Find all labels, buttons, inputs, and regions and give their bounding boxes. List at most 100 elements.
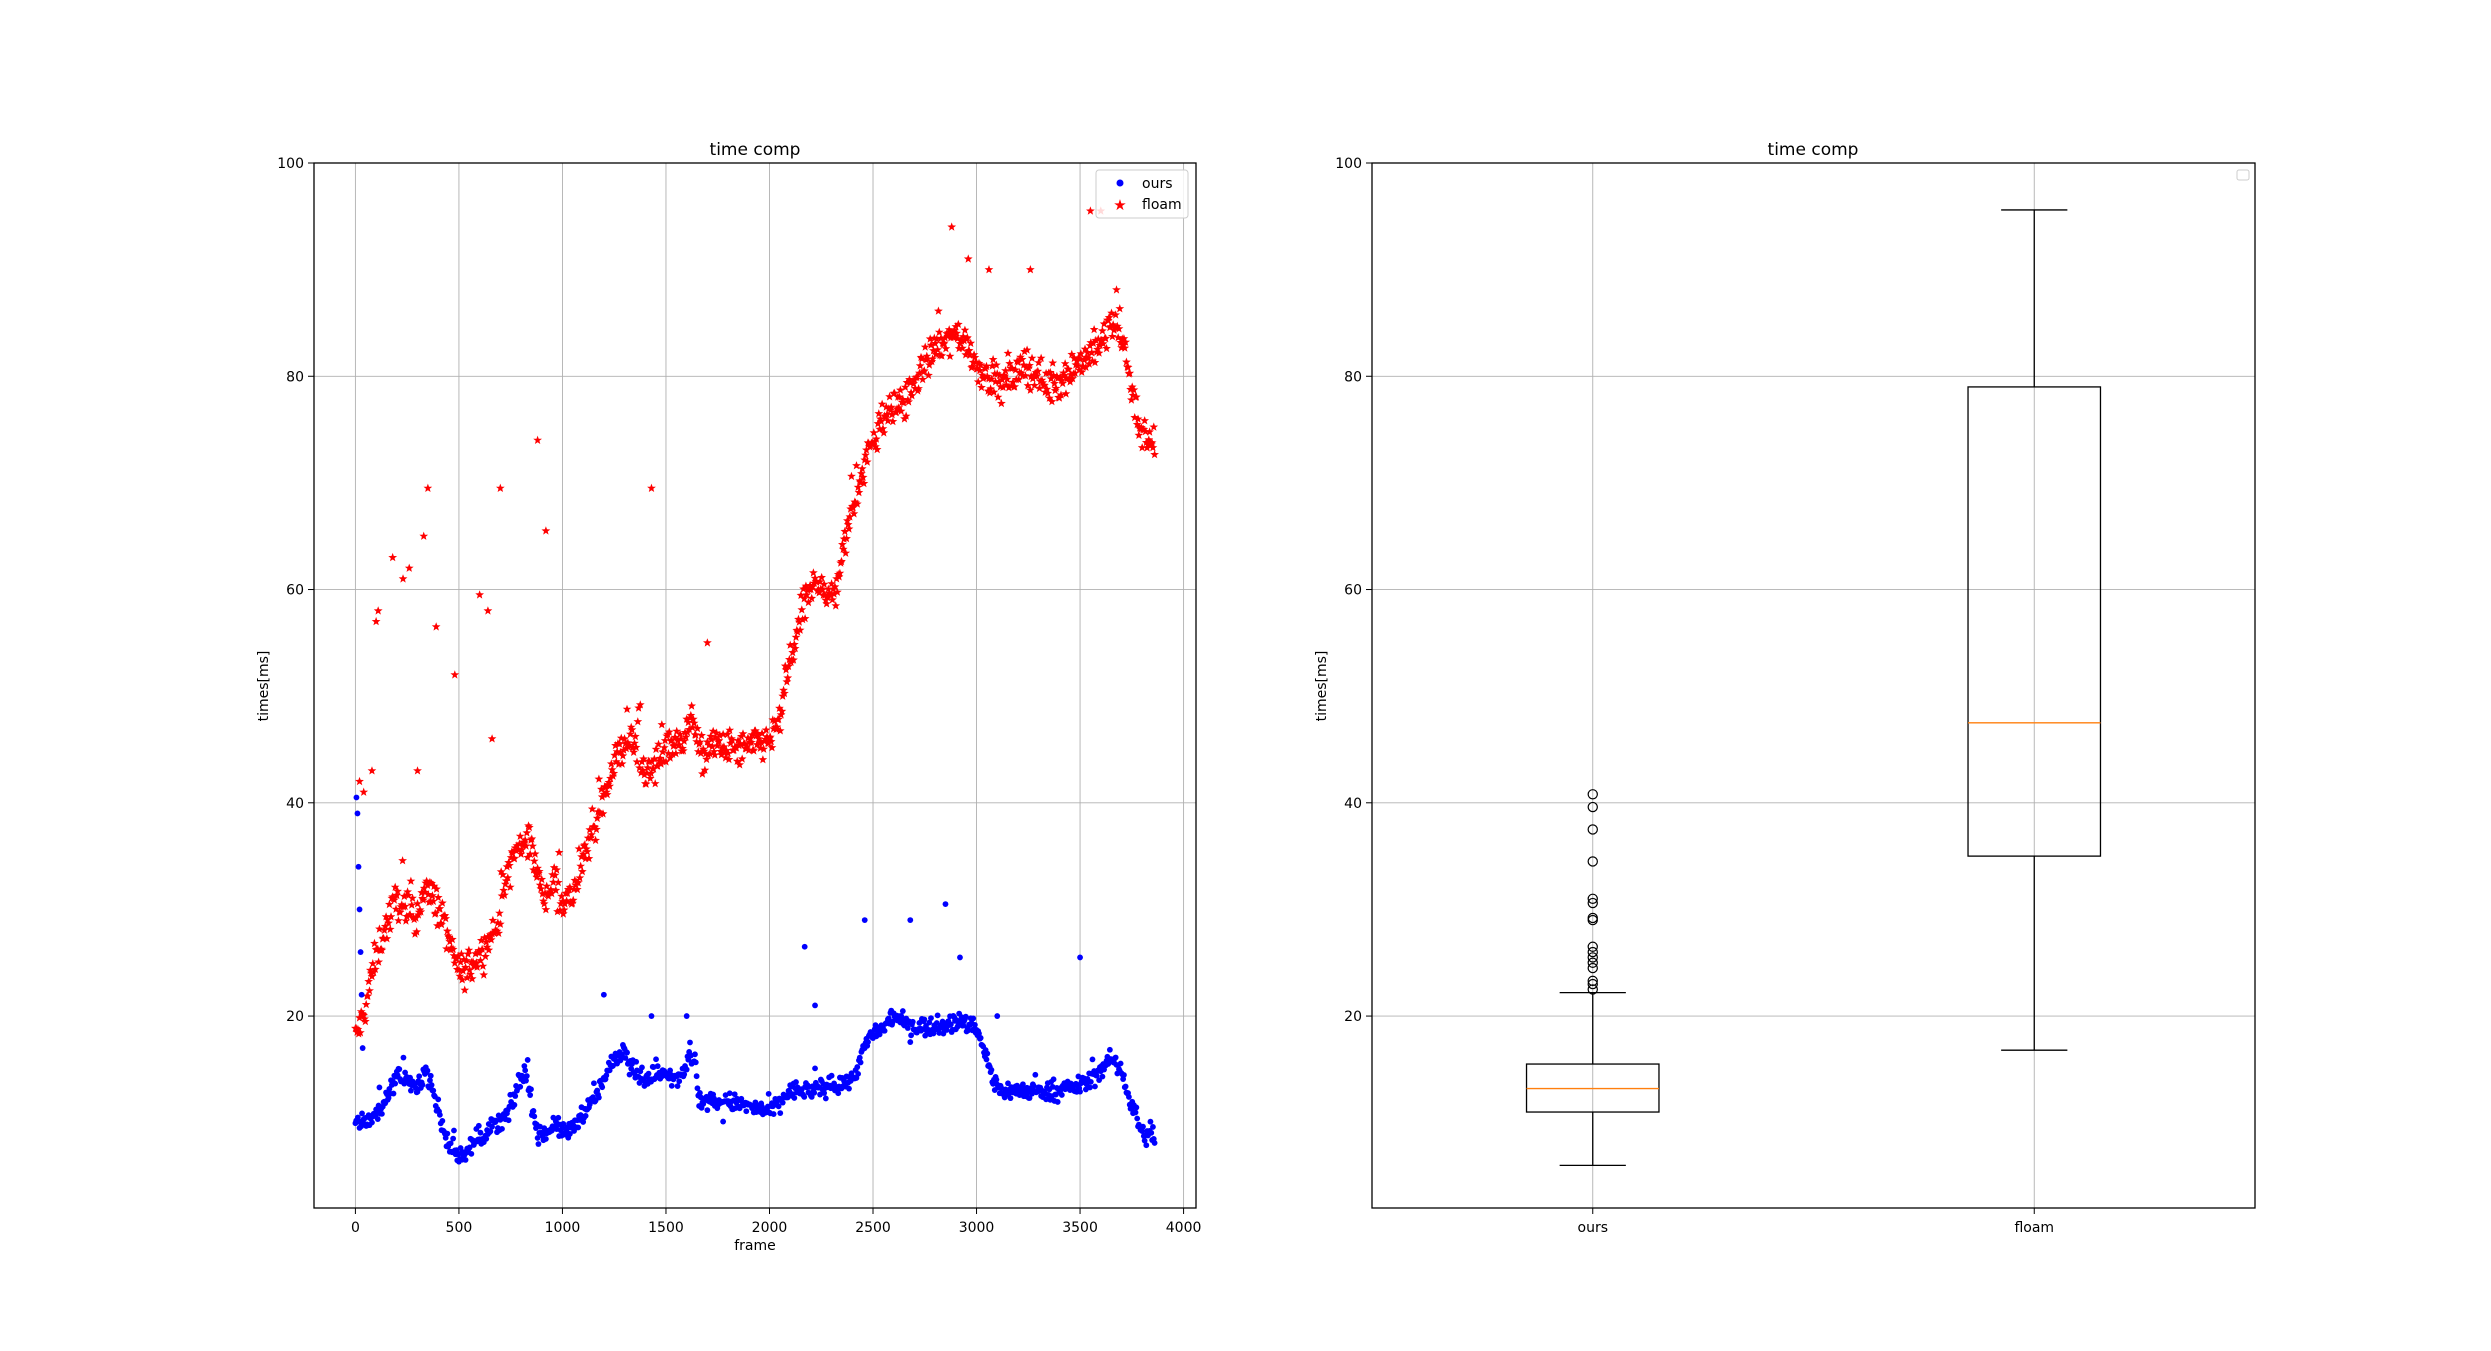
scatter-x-tick-label: 500 [446, 1220, 473, 1236]
floam-point [709, 747, 719, 756]
floam-point [651, 744, 661, 754]
floam-point [420, 887, 430, 897]
floam-point [1008, 377, 1018, 387]
floam-point [997, 398, 1006, 408]
floam-point [673, 736, 682, 745]
floam-point [398, 856, 407, 865]
floam-point [857, 469, 866, 478]
floam-point [529, 865, 538, 874]
scatter-marks [351, 206, 1159, 1165]
ours-point [692, 1051, 698, 1058]
floam-point [476, 956, 485, 965]
ours-point [390, 1090, 397, 1097]
floam-point [431, 908, 441, 917]
floam-point [1088, 338, 1098, 347]
floam-point [605, 781, 614, 790]
floam-point [510, 854, 519, 863]
floam-point [737, 754, 747, 763]
floam-point [355, 1013, 364, 1022]
floam-point [441, 914, 451, 923]
ours-point [960, 1022, 967, 1029]
scatter-x-tick-label: 0 [351, 1220, 360, 1236]
floam-point [481, 951, 490, 961]
floam-point [520, 835, 530, 844]
ours-point [424, 1067, 431, 1074]
floam-point [1104, 313, 1114, 322]
floam-point [471, 958, 481, 967]
floam-point [859, 478, 869, 488]
floam-point [950, 332, 960, 341]
floam-point [674, 740, 684, 749]
floam-point [458, 966, 468, 975]
ours-point [511, 1102, 518, 1108]
floam-point [415, 905, 425, 914]
boxplot-empty-legend [2236, 169, 2250, 181]
floam-point [573, 884, 582, 894]
floam-point [958, 332, 968, 341]
floam-point [1137, 423, 1146, 432]
floam-point [823, 592, 832, 602]
floam-point [691, 730, 701, 739]
floam-point [413, 766, 422, 775]
floam-point [1088, 356, 1097, 365]
floam-point [884, 404, 894, 413]
floam-point [508, 848, 518, 858]
floam-point [504, 858, 513, 867]
ours-point [477, 1129, 484, 1136]
floam-point [353, 1024, 363, 1034]
floam-point [852, 499, 862, 508]
floam-point [638, 765, 648, 775]
ours-point [451, 1127, 457, 1134]
floam-point [1074, 365, 1084, 374]
ours-point [957, 954, 963, 961]
box-flier [1587, 801, 1598, 813]
floam-point [814, 585, 823, 594]
floam-point [764, 738, 773, 747]
floam-point [790, 639, 799, 649]
box-floam [1967, 209, 2102, 1051]
floam-point [591, 835, 600, 845]
floam-point [573, 878, 583, 887]
ours-point [374, 1116, 381, 1122]
floam-point [363, 991, 373, 1000]
scatter-y-tick-label: 100 [277, 156, 304, 172]
ours-point [726, 1090, 733, 1097]
floam-point [468, 957, 478, 966]
floam-point [555, 905, 565, 915]
box-flier [1587, 789, 1598, 800]
ours-point [683, 1013, 690, 1019]
ours-point [738, 1095, 745, 1102]
floam-point [457, 949, 466, 958]
floam-point [700, 765, 710, 774]
floam-point [947, 222, 957, 231]
floam-point [632, 757, 642, 766]
floam-point [841, 548, 851, 557]
floam-point [547, 888, 557, 898]
floam-point [550, 870, 560, 879]
floam-point [723, 748, 733, 758]
ours-point [512, 1093, 519, 1099]
ours-point [793, 1079, 799, 1085]
floam-point [1144, 435, 1154, 444]
floam-point [676, 734, 686, 743]
floam-point [887, 410, 897, 419]
ours-point [427, 1072, 434, 1079]
floam-point [586, 833, 595, 842]
box-flier [1587, 893, 1598, 904]
floam-point [428, 891, 437, 900]
floam-point [711, 733, 720, 742]
boxplot-y-tick-label: 100 [1335, 156, 1362, 172]
floam-point [628, 743, 638, 752]
floam-point [558, 897, 567, 906]
floam-point [465, 965, 475, 974]
ours-point [668, 1082, 675, 1089]
ours-point [1087, 1078, 1094, 1085]
floam-point [482, 942, 492, 951]
floam-point [382, 934, 392, 943]
floam-point [1112, 321, 1122, 331]
floam-point [450, 958, 460, 967]
floam-point [857, 464, 867, 473]
floam-point [527, 834, 537, 843]
floam-point [549, 863, 559, 872]
floam-point [1020, 347, 1029, 356]
